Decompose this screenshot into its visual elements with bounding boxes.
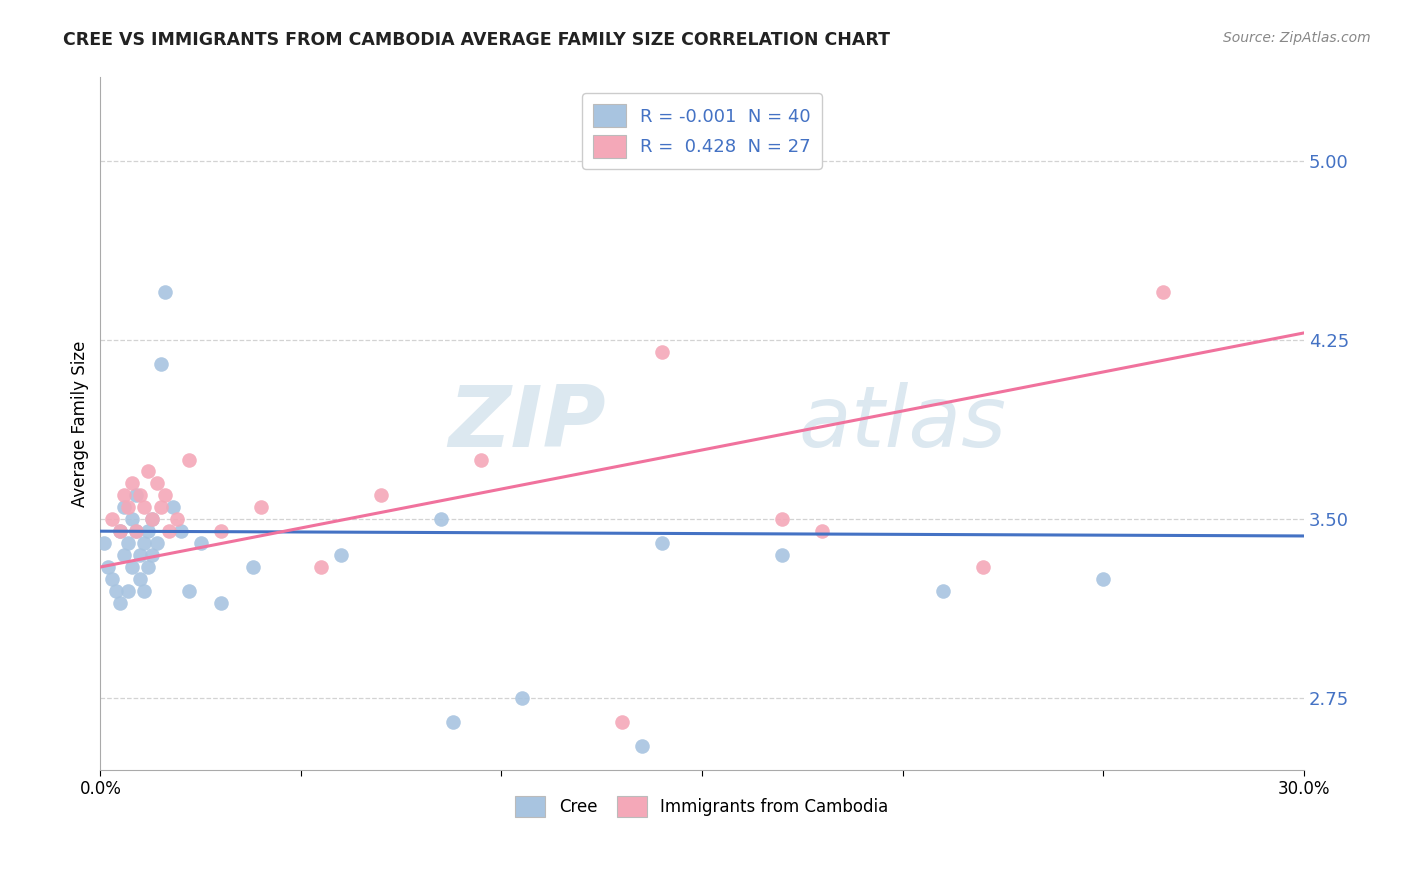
Point: [112, 500, 135, 515]
Text: CREE VS IMMIGRANTS FROM CAMBODIA AVERAGE FAMILY SIZE CORRELATION CHART: CREE VS IMMIGRANTS FROM CAMBODIA AVERAGE…: [63, 31, 890, 49]
Point: [177, 583, 200, 598]
Point: [209, 524, 232, 538]
Point: [430, 512, 453, 526]
Point: [330, 548, 353, 562]
Point: [1152, 285, 1174, 300]
Text: ZIP: ZIP: [449, 382, 606, 466]
Point: [441, 715, 464, 730]
Point: [145, 476, 167, 491]
Point: [121, 476, 143, 491]
Point: [1092, 572, 1115, 586]
Point: [93, 536, 115, 550]
Point: [121, 512, 143, 526]
Legend: Cree, Immigrants from Cambodia: Cree, Immigrants from Cambodia: [509, 789, 896, 824]
Point: [242, 560, 264, 574]
Point: [129, 548, 152, 562]
Point: [112, 488, 135, 502]
Point: [125, 524, 148, 538]
Point: [309, 560, 332, 574]
Point: [129, 488, 152, 502]
Point: [97, 560, 120, 574]
Point: [101, 572, 124, 586]
Point: [770, 512, 793, 526]
Y-axis label: Average Family Size: Average Family Size: [72, 341, 89, 507]
Point: [249, 500, 271, 515]
Point: [138, 465, 160, 479]
Point: [177, 452, 200, 467]
Point: [157, 524, 180, 538]
Point: [117, 583, 139, 598]
Point: [470, 452, 492, 467]
Point: [134, 536, 156, 550]
Text: Source: ZipAtlas.com: Source: ZipAtlas.com: [1223, 31, 1371, 45]
Point: [134, 500, 156, 515]
Point: [117, 500, 139, 515]
Point: [149, 357, 172, 371]
Point: [117, 536, 139, 550]
Point: [162, 500, 184, 515]
Point: [145, 536, 167, 550]
Point: [770, 548, 793, 562]
Point: [651, 536, 673, 550]
Point: [129, 572, 152, 586]
Point: [134, 583, 156, 598]
Point: [125, 488, 148, 502]
Text: atlas: atlas: [799, 382, 1007, 466]
Point: [110, 524, 132, 538]
Point: [209, 596, 232, 610]
Point: [149, 500, 172, 515]
Point: [972, 560, 994, 574]
Point: [931, 583, 953, 598]
Point: [370, 488, 392, 502]
Point: [110, 596, 132, 610]
Point: [141, 512, 163, 526]
Point: [101, 512, 124, 526]
Point: [105, 583, 128, 598]
Point: [141, 548, 163, 562]
Point: [141, 512, 163, 526]
Point: [510, 691, 533, 706]
Point: [153, 488, 176, 502]
Point: [110, 524, 132, 538]
Point: [651, 345, 673, 359]
Point: [610, 715, 633, 730]
Point: [166, 512, 188, 526]
Point: [153, 285, 176, 300]
Point: [169, 524, 191, 538]
Point: [138, 560, 160, 574]
Point: [112, 548, 135, 562]
Point: [631, 739, 654, 753]
Point: [190, 536, 212, 550]
Point: [811, 524, 834, 538]
Point: [125, 524, 148, 538]
Point: [121, 560, 143, 574]
Point: [138, 524, 160, 538]
